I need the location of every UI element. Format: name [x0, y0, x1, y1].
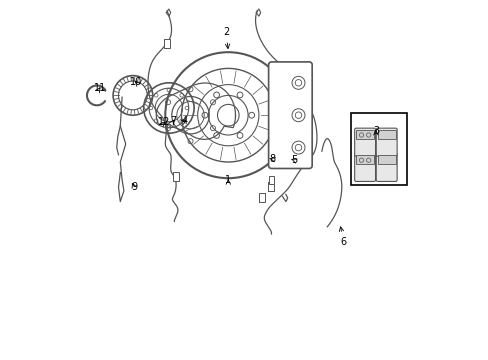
Bar [164, 39, 170, 48]
Text: 11: 11 [94, 83, 106, 93]
FancyBboxPatch shape [354, 128, 375, 156]
Text: 4: 4 [181, 116, 188, 126]
FancyBboxPatch shape [375, 128, 396, 156]
FancyBboxPatch shape [268, 62, 311, 168]
Bar [377, 130, 395, 139]
FancyBboxPatch shape [375, 153, 396, 181]
Bar [350, 113, 406, 185]
Text: 7: 7 [169, 116, 176, 126]
Text: 8: 8 [269, 154, 275, 164]
Text: 2: 2 [223, 27, 229, 49]
Bar [355, 155, 373, 164]
Bar [268, 176, 274, 184]
Text: 12: 12 [158, 117, 170, 127]
Bar [173, 172, 179, 181]
Text: 1: 1 [225, 175, 231, 185]
Text: 9: 9 [131, 182, 137, 192]
Text: 3: 3 [372, 126, 378, 136]
FancyBboxPatch shape [354, 153, 375, 181]
Text: 5: 5 [290, 155, 297, 165]
Bar [377, 155, 395, 164]
Text: 6: 6 [339, 227, 346, 247]
Text: 10: 10 [129, 77, 142, 87]
Bar [355, 130, 373, 139]
